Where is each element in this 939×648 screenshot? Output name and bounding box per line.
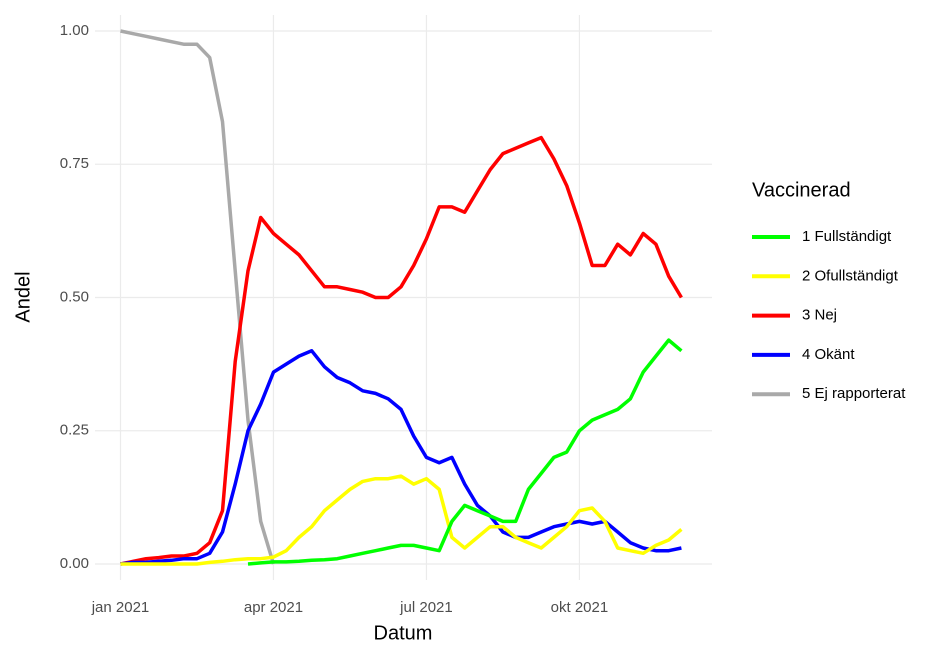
x-tick-label: apr 2021 [244,599,303,616]
legend-title: Vaccinerad [752,179,851,201]
series-line [247,338,683,566]
y-tick-label: 0.75 [60,155,89,172]
y-tick-label: 1.00 [60,22,89,39]
series-line [120,474,683,566]
legend-label: 5 Ej rapporterat [802,385,906,402]
legend-label: 3 Nej [802,307,837,324]
x-tick-label: jul 2021 [399,599,453,616]
y-tick-label: 0.25 [60,422,89,439]
series-line [120,29,276,565]
y-axis-title: Andel [12,271,34,322]
series-line [120,349,682,566]
y-tick-label: 0.00 [60,555,89,572]
x-axis-title: Datum [374,622,433,644]
legend-label: 1 Fullständigt [802,228,892,245]
legend-label: 2 Ofullständigt [802,267,899,284]
series-line [120,135,683,566]
x-tick-label: jan 2021 [91,599,150,616]
y-tick-label: 0.50 [60,288,89,305]
legend-label: 4 Okänt [802,346,855,363]
x-tick-label: okt 2021 [551,599,609,616]
